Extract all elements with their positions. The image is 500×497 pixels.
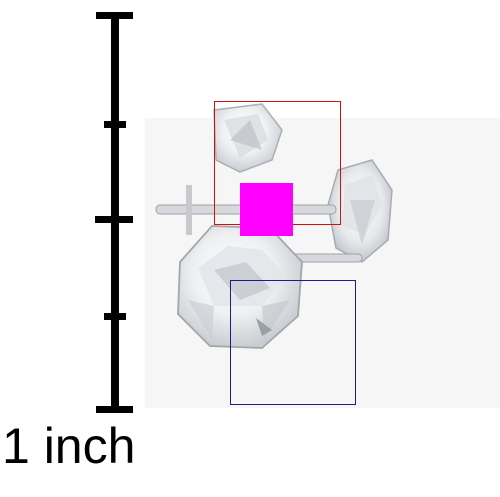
top-earring-gem: [213, 103, 283, 173]
scale-bar: [95, 12, 133, 413]
blue-bounding-box: [230, 280, 356, 405]
scale-label: 1 inch: [2, 418, 136, 474]
magenta-marker: [240, 183, 293, 236]
left-earring-gem: [177, 225, 303, 349]
